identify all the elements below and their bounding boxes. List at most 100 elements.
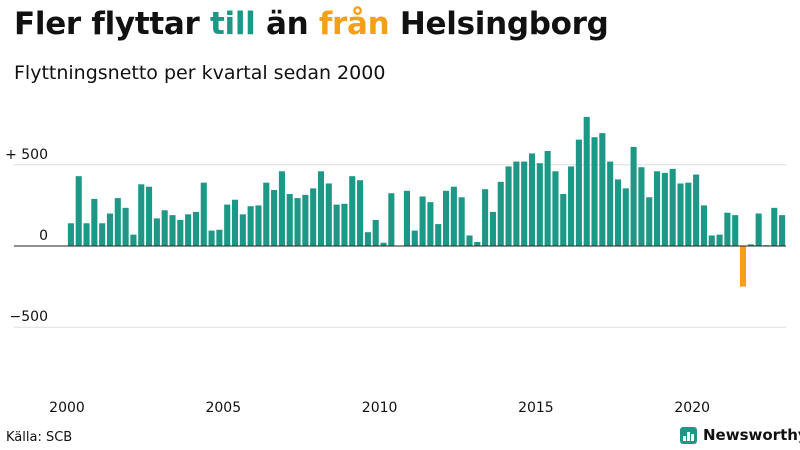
bar: [271, 189, 278, 246]
bar: [310, 188, 317, 246]
bar: [278, 171, 285, 246]
bar: [317, 171, 325, 246]
bar: [513, 161, 520, 246]
bar: [739, 246, 747, 287]
bar: [138, 184, 145, 246]
bar: [747, 244, 754, 246]
bar: [497, 181, 504, 246]
bar: [474, 241, 481, 246]
source-note: Källa: SCB: [6, 430, 73, 445]
bar: [185, 214, 192, 246]
x-tick-label: 2020: [674, 400, 710, 416]
bar: [419, 196, 426, 246]
bar: [67, 223, 74, 246]
bar: [771, 207, 778, 246]
bar: [146, 186, 153, 246]
bar: [677, 183, 684, 246]
bar: [325, 183, 332, 246]
bar: [99, 223, 106, 246]
bar: [216, 229, 223, 246]
title-part-tail: Helsingborg: [389, 6, 609, 42]
y-tick-label: 0: [39, 228, 48, 244]
bar: [247, 206, 254, 246]
bar: [372, 220, 379, 246]
bar: [255, 205, 262, 246]
bar: [302, 194, 309, 246]
bar: [544, 150, 551, 246]
title-part-fran: från: [318, 6, 390, 42]
bar: [357, 180, 364, 246]
title-part-till: till: [209, 6, 256, 42]
bar: [521, 161, 528, 246]
bar: [75, 176, 82, 246]
bar: [442, 190, 450, 246]
bar: [560, 194, 567, 246]
bar: [91, 198, 98, 246]
bar-chart-logo-icon: [680, 426, 697, 444]
brand: Newsworthy: [680, 426, 800, 444]
bar: [177, 220, 184, 246]
bar: [536, 163, 543, 246]
bar: [263, 182, 270, 246]
bar: [458, 197, 465, 246]
bar: [575, 139, 582, 246]
bar: [435, 224, 442, 246]
bar: [161, 210, 168, 246]
bar: [724, 212, 731, 246]
bar: [153, 218, 160, 246]
bar: [286, 194, 293, 246]
title-part-mid: än: [255, 6, 319, 42]
bar: [341, 203, 348, 246]
bar: [388, 193, 395, 246]
bar: [294, 198, 301, 246]
bar: [208, 230, 215, 246]
bar: [106, 213, 114, 246]
bar: [614, 179, 622, 246]
bar: [192, 211, 199, 246]
bar: [669, 168, 676, 246]
bar: [122, 207, 129, 246]
title-part-lead: Fler flyttar: [14, 6, 210, 42]
bar: [552, 171, 559, 246]
bar: [755, 213, 762, 246]
bar: [591, 137, 598, 246]
bar: [224, 204, 231, 246]
bar: [685, 182, 692, 246]
bar: [638, 167, 645, 246]
bar: [333, 204, 340, 246]
x-tick-label: 2000: [49, 400, 85, 416]
y-tick-label: + 500: [5, 147, 48, 163]
bar: [364, 232, 371, 246]
bar: [200, 182, 207, 246]
bar: [169, 215, 176, 246]
bar: [83, 223, 90, 246]
bar: [114, 198, 121, 246]
bar: [349, 176, 356, 246]
bar: [599, 133, 606, 246]
bar: [411, 230, 418, 246]
bar: [239, 214, 246, 246]
x-tick-label: 2015: [518, 400, 554, 416]
bar: [231, 199, 239, 246]
chart-subtitle: Flyttningsnetto per kvartal sedan 2000: [14, 62, 386, 84]
bar: [646, 197, 653, 246]
bar: [708, 235, 715, 246]
chart-title: Fler flyttar till än från Helsingborg: [14, 6, 609, 42]
bar: [607, 161, 614, 246]
bar: [489, 211, 496, 246]
bar: [693, 174, 700, 246]
bar: [482, 189, 489, 246]
bar: [380, 242, 387, 246]
bar: [568, 166, 575, 246]
brand-name: Newsworthy: [703, 426, 800, 444]
bar: [403, 190, 411, 246]
bar: [716, 234, 723, 246]
bar: [779, 215, 786, 246]
bar: [466, 235, 473, 246]
bar: [654, 171, 661, 246]
bar: [130, 234, 137, 246]
x-tick-label: 2010: [362, 400, 398, 416]
bar: [622, 188, 629, 246]
bar: [661, 172, 668, 246]
